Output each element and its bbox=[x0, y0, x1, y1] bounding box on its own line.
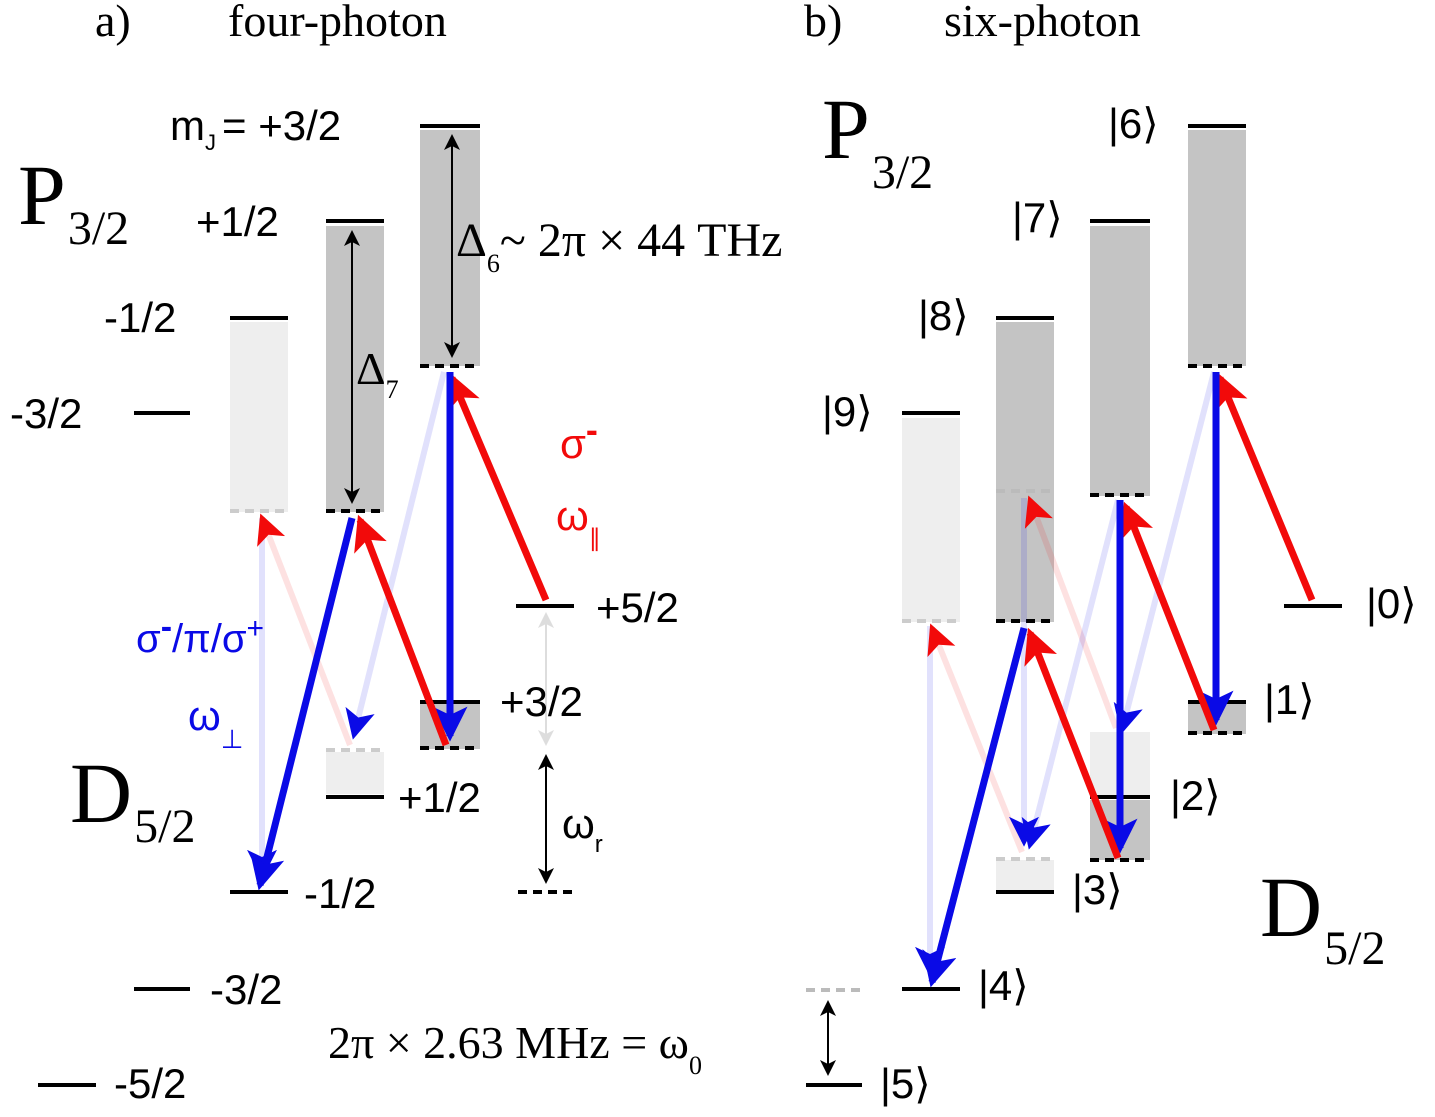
d52-label-b: D5/2 bbox=[1260, 859, 1385, 975]
panel-a-letter: a) bbox=[95, 0, 131, 46]
omega-perp-label: ω⊥ bbox=[188, 692, 243, 754]
zeeman-annotation: 2π × 2.63 MHz = ω0 bbox=[328, 988, 860, 1080]
faded-arrow-b-red-2 bbox=[1024, 495, 1119, 730]
omega-parallel-label: ω∥ bbox=[556, 492, 601, 552]
band-b-8 bbox=[996, 322, 1054, 622]
arrow-a-red-upper bbox=[447, 372, 550, 602]
ket-4: |4⟩ bbox=[978, 962, 1029, 1009]
d-level-label-plus52: +5/2 bbox=[596, 584, 679, 631]
ket-3: |3⟩ bbox=[1072, 866, 1123, 913]
band-b-9 bbox=[902, 418, 960, 622]
arrow-a-red-lower bbox=[354, 514, 450, 747]
ket-8: |8⟩ bbox=[918, 292, 969, 339]
ket-5: |5⟩ bbox=[880, 1060, 931, 1107]
d-level-label-minus12: -1/2 bbox=[304, 870, 376, 917]
faded-arrow-a-blue-2 bbox=[345, 371, 447, 740]
delta6-label: Δ6~ 2π × 44 THz bbox=[456, 214, 782, 278]
panel-b: b) six-photon bbox=[804, 0, 1417, 1107]
delta7-label: Δ7 bbox=[356, 343, 399, 404]
d-level-label-plus32: +3/2 bbox=[500, 678, 583, 725]
p-level-label-minus12: -1/2 bbox=[104, 294, 176, 341]
band-a-light bbox=[230, 322, 288, 512]
panel-b-letter: b) bbox=[804, 0, 842, 46]
ket-6: |6⟩ bbox=[1108, 100, 1159, 147]
sigma-minus-red-label: σ- bbox=[560, 409, 598, 467]
band-b-6 bbox=[1188, 130, 1246, 366]
arrow-b-red-1-to-7 bbox=[1120, 501, 1218, 732]
sigma-blue-label: σ-/π/σ+ bbox=[136, 608, 264, 661]
arrow-b-red-0-to-6 bbox=[1215, 372, 1316, 602]
omega-r-label: ωr bbox=[562, 800, 603, 858]
arrow-b-blue-8-to-4 bbox=[922, 627, 1028, 988]
ket-0: |0⟩ bbox=[1366, 580, 1417, 627]
d-level-label-plus12: +1/2 bbox=[398, 774, 481, 821]
band-b-7 bbox=[1090, 226, 1150, 496]
faded-arrow-b-red-1 bbox=[927, 623, 1025, 854]
p-level-label-minus32: -3/2 bbox=[10, 390, 82, 437]
ket-2: |2⟩ bbox=[1170, 772, 1221, 819]
faded-arrow-a-red-1 bbox=[257, 513, 353, 747]
panel-a-title: four-photon bbox=[228, 0, 447, 46]
p32-label-b: P3/2 bbox=[822, 81, 933, 199]
d-level-label-minus32: -3/2 bbox=[210, 966, 282, 1013]
d-level-label-minus52: -5/2 bbox=[114, 1060, 186, 1107]
zeeman-label: 2π × 2.63 MHz = ω0 bbox=[328, 1017, 702, 1080]
ket-1: |1⟩ bbox=[1264, 676, 1315, 723]
p32-label-a: P3/2 bbox=[18, 147, 129, 255]
ket-7: |7⟩ bbox=[1012, 194, 1063, 241]
band-a-d52-plus12 bbox=[326, 752, 384, 794]
mj-label-top: mJ = +3/2 bbox=[170, 102, 341, 155]
p-level-label-plus12: +1/2 bbox=[196, 198, 279, 245]
faded-arrow-b-blue-4 bbox=[1113, 371, 1217, 735]
ket-9: |9⟩ bbox=[822, 388, 873, 435]
d52-label-a: D5/2 bbox=[70, 745, 195, 853]
arrow-b-red-2-to-8 bbox=[1024, 627, 1122, 860]
arrow-a-blue-lower bbox=[250, 517, 356, 891]
faded-arrow-b-blue-3 bbox=[1021, 499, 1121, 850]
panel-b-title: six-photon bbox=[944, 0, 1141, 46]
band-b-3 bbox=[996, 860, 1054, 890]
panel-a: a) four-photon bbox=[10, 0, 782, 1107]
